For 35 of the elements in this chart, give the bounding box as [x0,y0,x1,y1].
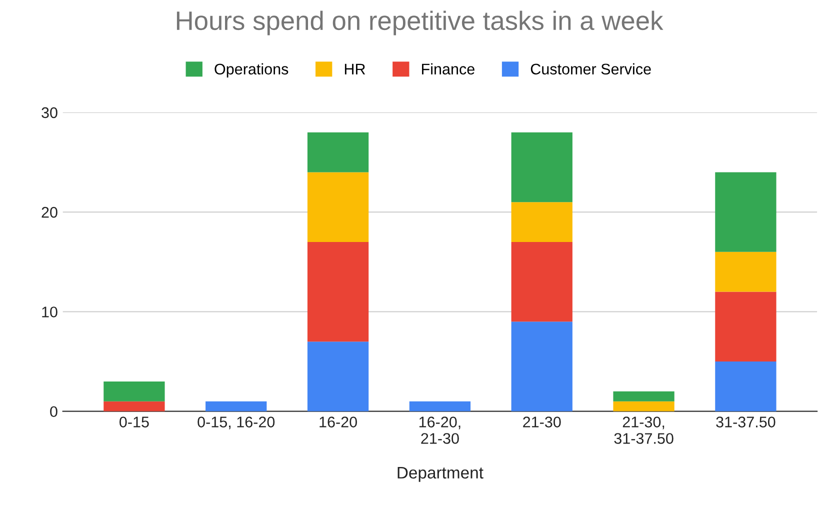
bar [511,202,572,242]
y-tick-label: 10 [42,306,58,318]
bar [511,322,572,412]
bar [307,172,369,242]
x-tick-label: 16-20, 21-30 [419,416,460,444]
x-axis-title: Department [398,466,484,482]
bar [307,132,369,172]
legend-label: Customer Service [530,63,651,75]
bar [307,242,369,342]
bar [104,401,165,412]
bar [613,391,674,402]
x-tick-label: 0-15, 16-20 [198,416,275,430]
bar [511,242,572,322]
x-tick-label: 0-15 [120,416,149,428]
y-tick-label: 30 [42,107,58,118]
x-tick-label: 16-20 [320,416,357,428]
bar [511,132,572,202]
chart-title: Hours spend on repetitive tasks in a week [176,10,664,36]
legend-label: Operations [214,63,288,78]
bar [206,401,267,412]
bar [715,252,776,292]
bar [104,381,165,402]
y-tick-label: 0 [50,406,58,418]
bar [613,401,674,412]
bar [409,401,471,412]
bar [715,292,776,362]
bar [715,362,776,412]
y-tick-label: 20 [42,206,58,218]
x-tick-label: 31-37.50 [716,416,776,428]
x-tick-label: 21-30 [523,416,561,428]
legend-label: Finance [422,63,474,75]
x-tick-label: 21-30, 31-37.50 [614,416,674,444]
bar [307,342,369,412]
bar [715,172,776,252]
legend-label: HR [344,64,366,74]
